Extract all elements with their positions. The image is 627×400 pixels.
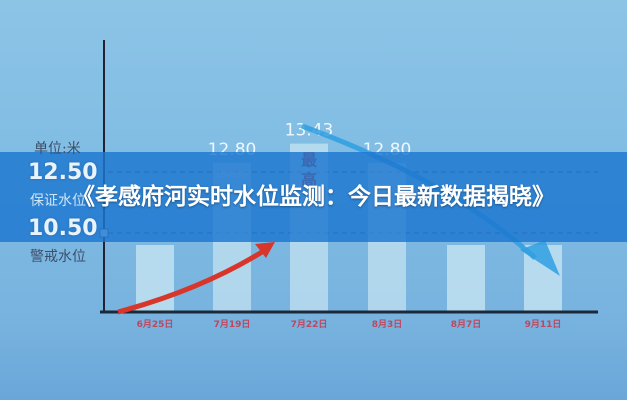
page-title: 《孝感府河实时水位监测：今日最新数据揭晓》 xyxy=(72,184,555,210)
x-tick-label: 6月25日 xyxy=(137,319,174,330)
rising-arrow xyxy=(117,249,264,315)
x-tick-label: 7月22日 xyxy=(291,319,328,330)
warning-level-value: 10.50 xyxy=(28,216,98,241)
warning-level-label: 警戒水位 xyxy=(30,249,86,265)
rising-arrow-head xyxy=(255,242,275,258)
guarantee-level-label: 保证水位 xyxy=(30,193,86,209)
falling-arrow-head xyxy=(520,240,560,276)
x-tick-label: 9月11日 xyxy=(525,319,562,330)
x-tick-label: 7月19日 xyxy=(214,319,251,330)
title-banner: 《孝感府河实时水位监测：今日最新数据揭晓》 xyxy=(0,152,627,242)
guarantee-level-value: 12.50 xyxy=(28,160,98,185)
unit-label: 单位:米 xyxy=(34,141,81,157)
bar xyxy=(447,245,485,312)
x-tick-label: 8月3日 xyxy=(372,319,403,330)
x-tick-label: 8月7日 xyxy=(451,319,482,330)
